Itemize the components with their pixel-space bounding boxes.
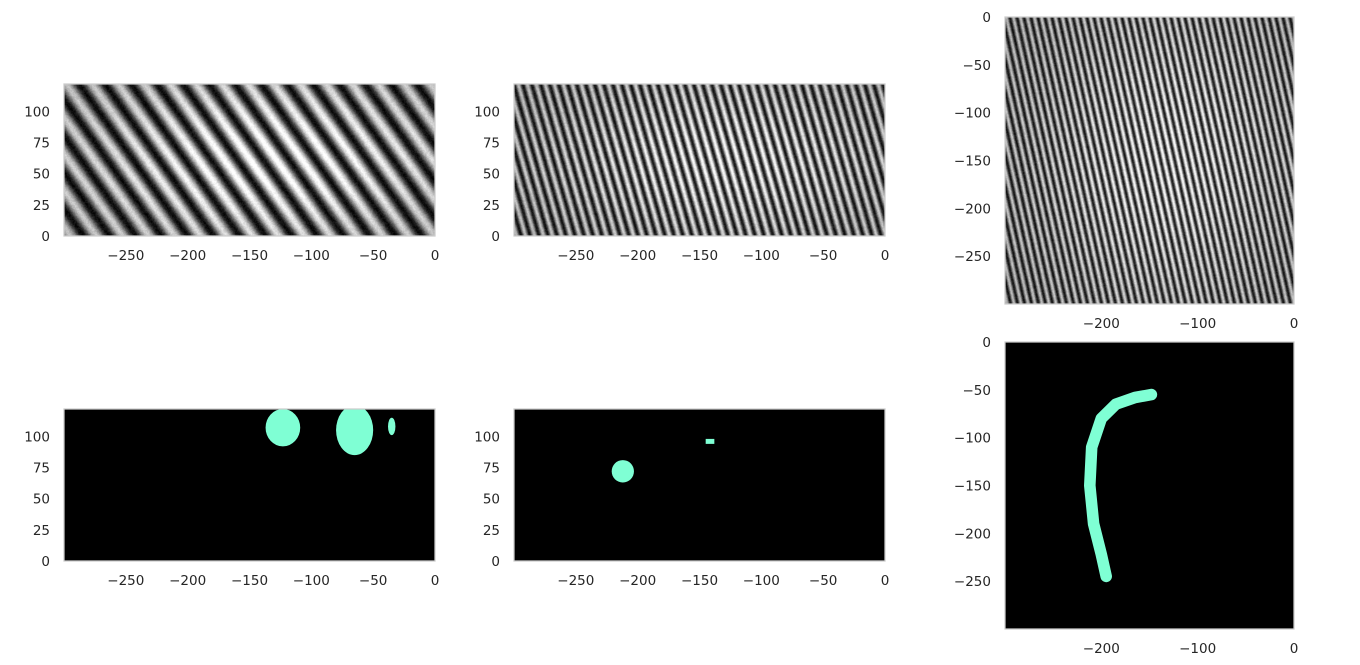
axes-frame bbox=[513, 408, 886, 562]
subplot-bottom-right: −200 −100 0 0 −50 −100 −150 −200 −250 bbox=[954, 335, 1298, 657]
y-tick-label: −100 bbox=[954, 106, 991, 122]
y-tick-label: 100 bbox=[474, 104, 500, 120]
x-tick-label: −200 bbox=[169, 573, 206, 589]
y-tick-label: 25 bbox=[33, 523, 50, 539]
mask-background bbox=[514, 409, 885, 561]
mask-region bbox=[336, 409, 374, 456]
image-area bbox=[64, 84, 435, 236]
subplot-top-left: −250 −200 −150 −100 −50 0 0 25 50 75 100 bbox=[24, 83, 440, 264]
x-tick-label: −250 bbox=[557, 573, 594, 589]
x-tick-label: 0 bbox=[881, 573, 890, 589]
y-tick-label: 50 bbox=[483, 492, 500, 508]
x-tick-label: 0 bbox=[431, 248, 440, 264]
y-tick-label: −50 bbox=[963, 58, 992, 74]
axes-frame bbox=[63, 83, 436, 237]
y-tick-label: 0 bbox=[982, 335, 991, 351]
y-tick-label: 75 bbox=[483, 461, 500, 477]
y-tick-label: 75 bbox=[483, 136, 500, 152]
axes-frame bbox=[1004, 16, 1295, 305]
x-tick-label: −100 bbox=[1179, 641, 1216, 657]
subplot-bottom-middle: −250 −200 −150 −100 −50 0 0 25 50 75 100 bbox=[474, 408, 890, 589]
y-tick-label: 0 bbox=[982, 10, 991, 26]
x-tick-label: −200 bbox=[619, 573, 656, 589]
y-tick-label: 50 bbox=[33, 167, 50, 183]
y-tick-label: 75 bbox=[33, 136, 50, 152]
y-tick-label: −200 bbox=[954, 526, 991, 542]
mask-region bbox=[265, 409, 301, 447]
y-tick-label: 25 bbox=[483, 198, 500, 214]
subplot-top-right: −200 −100 0 0 −50 −100 −150 −200 −250 bbox=[954, 10, 1298, 332]
x-tick-label: −200 bbox=[1083, 316, 1120, 332]
mask-background bbox=[64, 409, 435, 561]
x-tick-label: −50 bbox=[809, 248, 838, 264]
x-tick-label: 0 bbox=[431, 573, 440, 589]
x-tick-label: −250 bbox=[107, 248, 144, 264]
y-tick-label: −250 bbox=[954, 249, 991, 265]
y-tick-label: 0 bbox=[41, 554, 50, 570]
image-area bbox=[64, 409, 435, 561]
y-tick-label: −150 bbox=[954, 479, 991, 495]
x-tick-label: 0 bbox=[1290, 316, 1299, 332]
y-tick-label: −250 bbox=[954, 574, 991, 590]
x-tick-label: −50 bbox=[359, 248, 388, 264]
y-tick-label: −150 bbox=[954, 154, 991, 170]
mask-region bbox=[611, 460, 634, 483]
mask-region bbox=[705, 438, 715, 444]
grayscale-image bbox=[64, 84, 435, 236]
mask-region bbox=[388, 417, 396, 436]
image-area bbox=[1005, 17, 1294, 304]
y-tick-label: 50 bbox=[483, 167, 500, 183]
axes-frame bbox=[513, 83, 886, 237]
x-tick-label: −200 bbox=[1083, 641, 1120, 657]
axes-frame bbox=[63, 408, 436, 562]
x-tick-label: −150 bbox=[231, 573, 268, 589]
x-tick-label: −100 bbox=[743, 248, 780, 264]
mask-region bbox=[1084, 388, 1158, 583]
x-tick-label: −200 bbox=[169, 248, 206, 264]
x-tick-label: −100 bbox=[293, 248, 330, 264]
image-area bbox=[514, 84, 885, 236]
mask-background bbox=[1005, 342, 1294, 629]
y-tick-label: 100 bbox=[24, 429, 50, 445]
y-tick-label: 25 bbox=[483, 523, 500, 539]
y-tick-label: 0 bbox=[491, 229, 500, 245]
x-tick-label: −50 bbox=[809, 573, 838, 589]
axes-frame bbox=[1004, 341, 1295, 630]
grayscale-image bbox=[514, 84, 885, 236]
y-tick-label: 0 bbox=[41, 229, 50, 245]
x-tick-label: −150 bbox=[231, 248, 268, 264]
y-tick-label: 0 bbox=[491, 554, 500, 570]
x-tick-label: −250 bbox=[107, 573, 144, 589]
y-tick-label: −50 bbox=[963, 383, 992, 399]
image-area bbox=[514, 409, 885, 561]
y-tick-label: −100 bbox=[954, 431, 991, 447]
x-tick-label: −200 bbox=[619, 248, 656, 264]
y-tick-label: 50 bbox=[33, 492, 50, 508]
x-tick-label: −100 bbox=[743, 573, 780, 589]
image-area bbox=[1005, 342, 1294, 629]
x-tick-label: −50 bbox=[359, 573, 388, 589]
grayscale-image bbox=[1005, 17, 1294, 304]
x-tick-label: −250 bbox=[557, 248, 594, 264]
x-tick-label: −150 bbox=[681, 573, 718, 589]
x-tick-label: −100 bbox=[293, 573, 330, 589]
y-tick-label: 25 bbox=[33, 198, 50, 214]
x-tick-label: −100 bbox=[1179, 316, 1216, 332]
y-tick-label: 100 bbox=[474, 429, 500, 445]
x-tick-label: 0 bbox=[881, 248, 890, 264]
x-tick-label: −150 bbox=[681, 248, 718, 264]
subplot-top-middle: −250 −200 −150 −100 −50 0 0 25 50 75 100 bbox=[474, 83, 890, 264]
y-tick-label: 100 bbox=[24, 104, 50, 120]
x-tick-label: 0 bbox=[1290, 641, 1299, 657]
subplot-bottom-left: −250 −200 −150 −100 −50 0 0 25 50 75 100 bbox=[24, 408, 440, 589]
y-tick-label: 75 bbox=[33, 461, 50, 477]
y-tick-label: −200 bbox=[954, 201, 991, 217]
